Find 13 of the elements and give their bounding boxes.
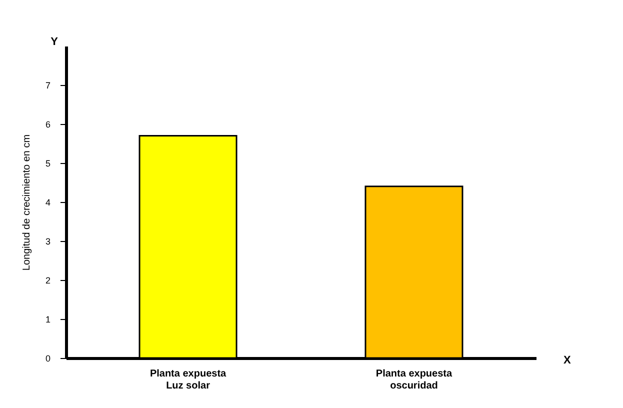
x-tick-label: Planta expuesta Luz solar bbox=[150, 368, 227, 392]
y-axis-title: Longitud de crecimiento en cm bbox=[21, 134, 32, 271]
y-tick-label: 5 bbox=[45, 158, 50, 168]
y-tick-label: 7 bbox=[45, 80, 50, 90]
y-tick-label: 3 bbox=[45, 236, 50, 246]
y-tick-label: 1 bbox=[45, 314, 50, 324]
x-tick-label: Planta expuesta oscuridad bbox=[376, 368, 452, 392]
text: Y bbox=[50, 36, 59, 48]
y-tick-label: 0 bbox=[45, 354, 50, 364]
y-tick-label: 2 bbox=[45, 276, 50, 286]
x-axis-title: X bbox=[564, 354, 572, 366]
y-tick-label: 4 bbox=[45, 198, 50, 208]
y-tick-label: 6 bbox=[45, 120, 50, 130]
